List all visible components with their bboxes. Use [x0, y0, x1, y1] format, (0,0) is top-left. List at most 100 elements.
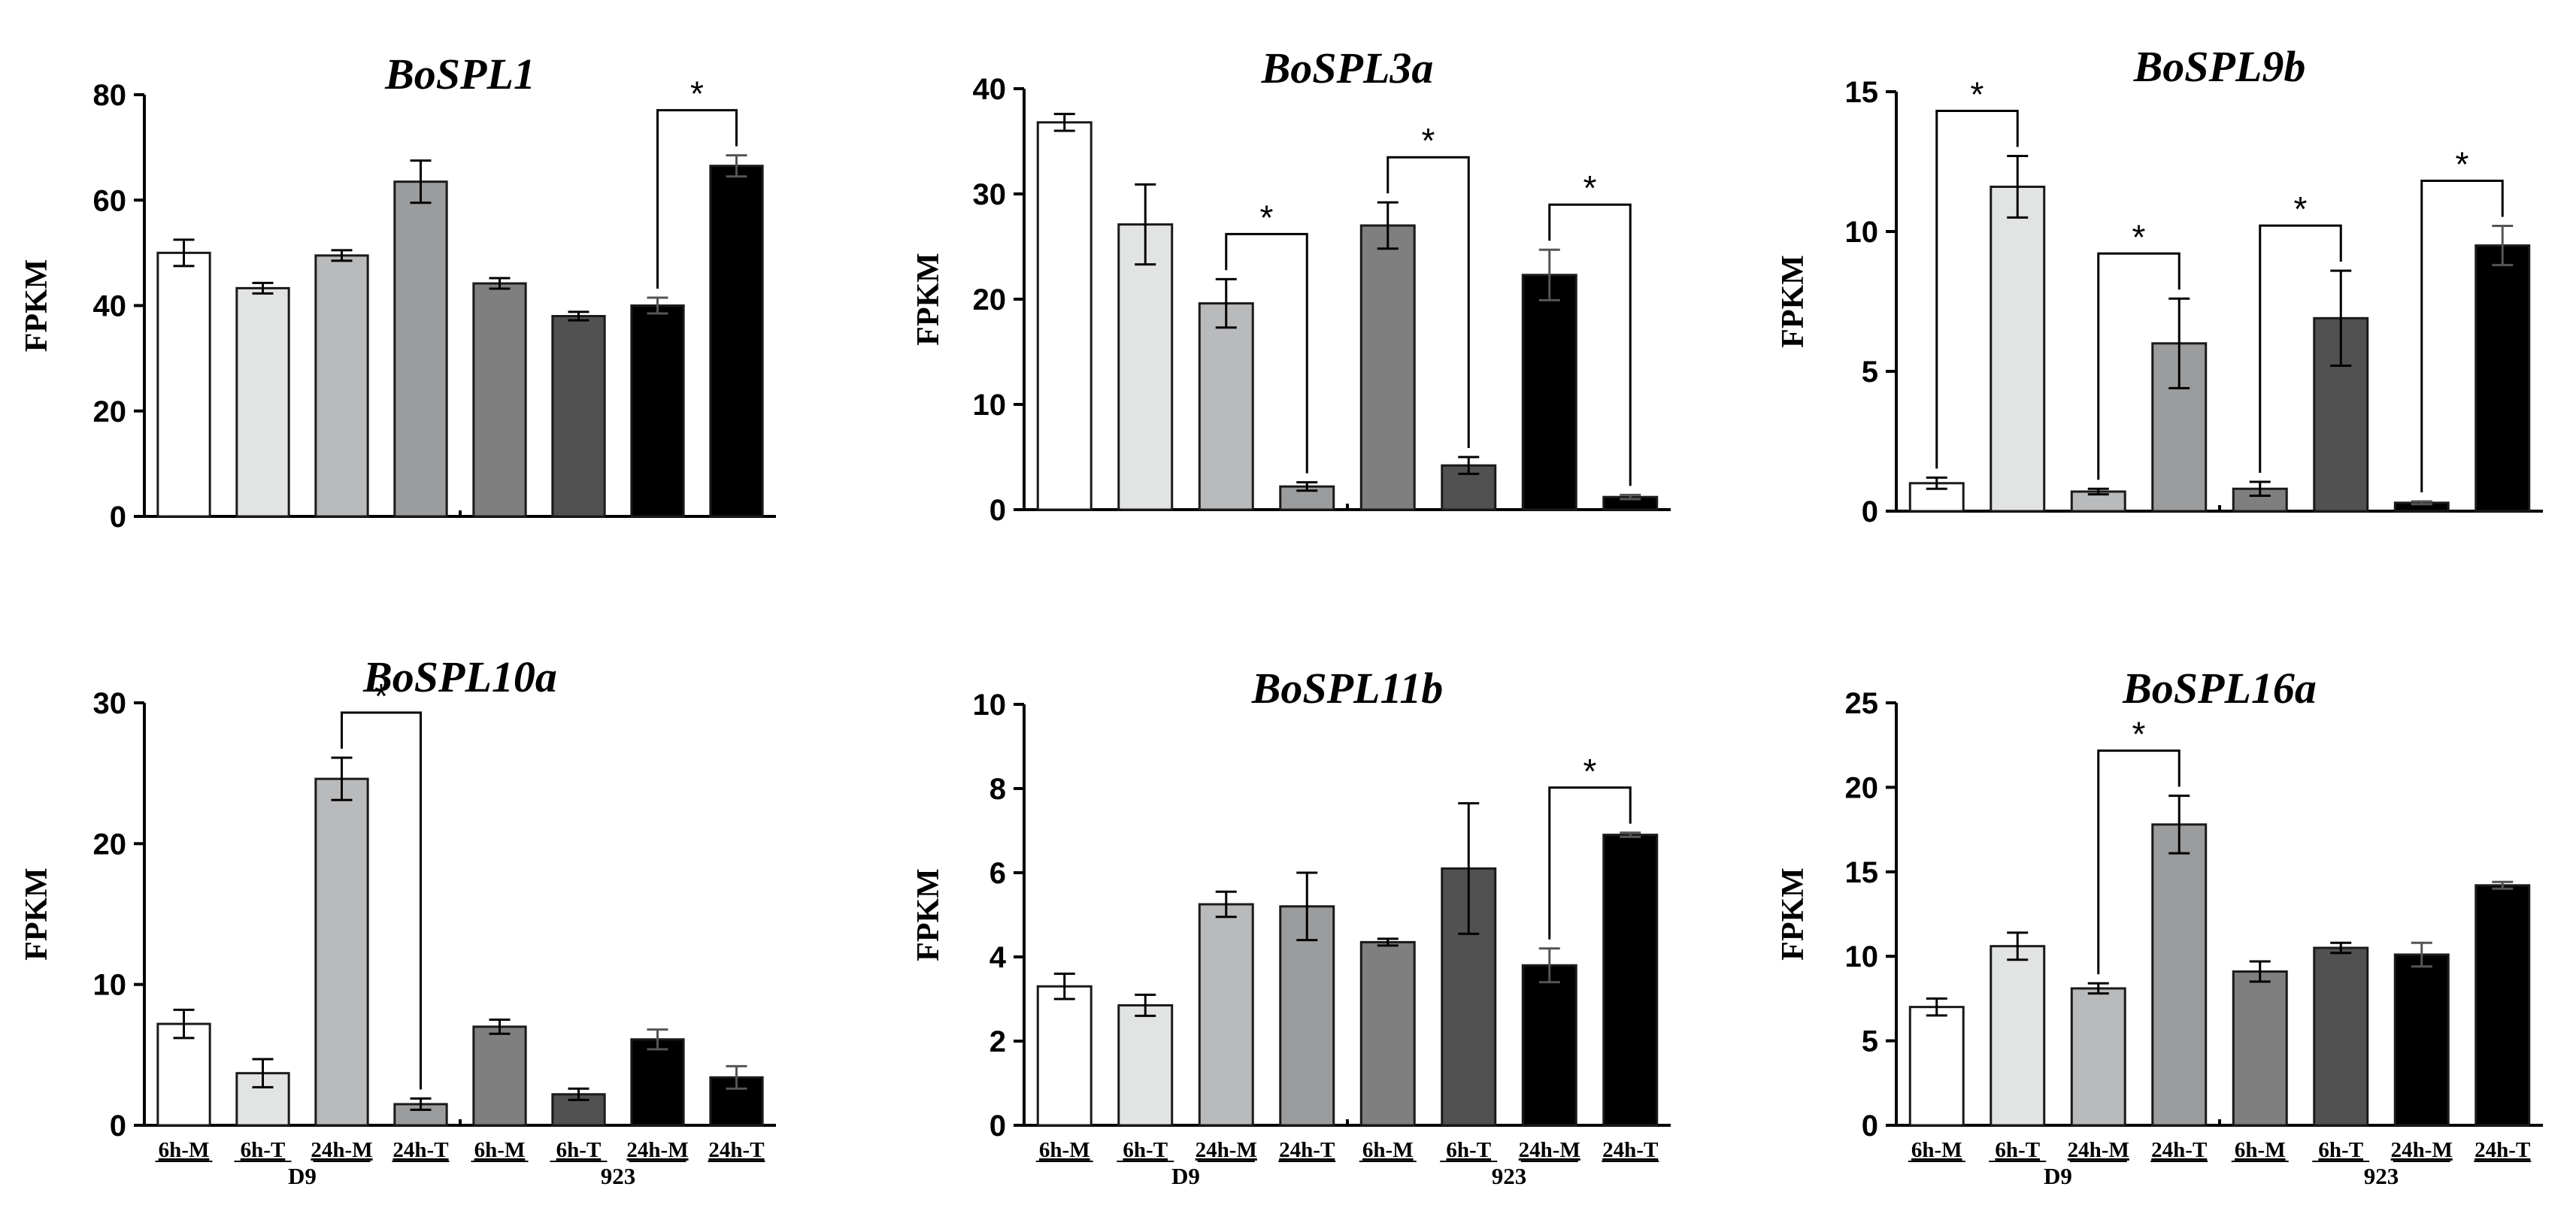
y-axis-label: FPKM	[1776, 255, 1811, 348]
error-bar-7	[2411, 500, 2432, 506]
error-bar-4	[1296, 481, 1318, 492]
chart-title: BoSPL11b	[1251, 664, 1444, 713]
significance-star: *	[690, 74, 704, 114]
bar-5	[2232, 970, 2288, 1127]
error-bar-6	[568, 1087, 589, 1101]
y-tick-label: 6	[989, 857, 1006, 890]
bar-1	[156, 1022, 211, 1127]
error-bar-8	[2492, 880, 2514, 890]
significance-bracket: *	[341, 677, 422, 1090]
error-bar-4	[2168, 297, 2190, 389]
error-bar-5	[489, 277, 511, 290]
error-bar-6	[2330, 269, 2352, 368]
x-tick-label: 6h-T	[1446, 1138, 1491, 1162]
error-bar-2	[2007, 931, 2029, 961]
significance-bracket: *	[1386, 121, 1470, 448]
y-tick-label: 0	[110, 501, 126, 534]
x-tick-label: 24h-T	[1602, 1138, 1658, 1162]
significance-star: *	[2132, 217, 2146, 256]
error-bar-4	[410, 159, 432, 204]
x-tick-label: 6h-T	[241, 1138, 286, 1162]
group-label: 923	[601, 1163, 636, 1189]
bar-3	[2070, 987, 2126, 1127]
y-tick-label: 10	[973, 689, 1007, 722]
significance-star: *	[2294, 189, 2308, 229]
error-bar-1	[1926, 997, 1947, 1017]
group-label: D9	[1171, 1163, 1200, 1189]
y-tick-label: 30	[93, 687, 127, 720]
x-tick-label: 24h-T	[2151, 1138, 2207, 1162]
chart-title: BoSPL16a	[2122, 664, 2317, 713]
bar-4	[393, 180, 448, 518]
error-bar-6	[2330, 941, 2352, 955]
x-tick-label: 24h-T	[2474, 1138, 2530, 1162]
bar-3	[1198, 903, 1254, 1127]
error-bar-8	[2492, 225, 2514, 267]
y-tick-label: 10	[93, 969, 127, 1002]
y-tick-label: 40	[93, 290, 127, 323]
x-tick-label: 6h-M	[159, 1138, 210, 1162]
significance-star: *	[374, 677, 388, 716]
x-tick-label: 6h-M	[1362, 1138, 1414, 1162]
error-bar-1	[1053, 113, 1075, 132]
y-tick-label: 10	[1845, 216, 1879, 249]
x-tick-label: 24h-T	[392, 1138, 448, 1162]
significance-bracket: *	[1225, 198, 1308, 474]
error-bar-6	[1458, 456, 1480, 475]
error-bar-5	[1377, 937, 1399, 947]
bar-7	[630, 1038, 685, 1127]
bar-7	[630, 304, 685, 518]
y-tick-label: 20	[93, 395, 127, 428]
x-tick-label: 24h-M	[311, 1138, 372, 1162]
error-bar-5	[2249, 960, 2271, 983]
error-bar-7	[1538, 947, 1560, 984]
significance-star: *	[1260, 198, 1274, 237]
x-tick-label: 6h-T	[2318, 1138, 2363, 1162]
bar-7	[1521, 964, 1577, 1127]
bar-3	[314, 254, 369, 518]
significance-bracket: *	[656, 74, 738, 289]
y-tick-label: 2	[989, 1025, 1006, 1058]
error-bar-1	[173, 1008, 195, 1040]
chart-panel-bospl16a: BoSPL16a FPKM 0 5 10 15 20 25 * 6h-M 6h-T 24h-M 24h-…	[1776, 664, 2543, 1189]
y-tick-label: 20	[1845, 771, 1879, 804]
y-axis-label: FPKM	[20, 259, 54, 353]
significance-bracket: *	[2420, 145, 2504, 492]
bar-5	[1359, 940, 1416, 1127]
bar-1	[156, 251, 211, 518]
error-bar-2	[1135, 183, 1156, 266]
y-tick-label: 0	[1862, 1110, 1878, 1143]
x-tick-label: 6h-T	[1123, 1138, 1168, 1162]
x-tick-label: 6h-M	[474, 1138, 526, 1162]
error-bar-1	[1926, 476, 1947, 490]
significance-star: *	[2456, 145, 2469, 184]
y-tick-label: 80	[93, 79, 127, 112]
group-label: D9	[288, 1163, 317, 1189]
bar-1	[1036, 121, 1093, 511]
y-axis-label: FPKM	[911, 253, 946, 346]
bar-1	[1908, 1006, 1965, 1127]
y-tick-label: 25	[1845, 687, 1879, 720]
y-axis-label: FPKM	[1776, 867, 1811, 961]
significance-star: *	[2132, 715, 2146, 754]
error-bar-7	[647, 1028, 668, 1051]
error-bar-7	[1538, 248, 1560, 301]
error-bar-2	[2007, 155, 2029, 219]
error-bar-3	[1215, 277, 1237, 329]
x-tick-label: 6h-T	[1995, 1138, 2040, 1162]
chart-panel-bospl10a: BoSPL10a FPKM 0 10 20 30 * 6h-M 6h-T 24h-M 24h-T 6h…	[20, 652, 776, 1189]
significance-bracket: *	[2097, 217, 2181, 480]
significance-star: *	[1422, 121, 1435, 160]
error-bar-2	[252, 281, 274, 295]
error-bar-4	[2168, 795, 2190, 855]
group-label: 923	[1492, 1163, 1527, 1189]
x-tick-label: 24h-M	[2068, 1138, 2129, 1162]
error-bar-1	[173, 238, 195, 268]
chart-title: BoSPL3a	[1261, 44, 1434, 92]
x-tick-label: 6h-M	[1911, 1138, 1962, 1162]
error-bar-3	[331, 249, 353, 262]
x-tick-label: 6h-T	[556, 1138, 602, 1162]
chart-panel-bospl3a: BoSPL3a FPKM 0 10 20 30 40 * * *	[911, 44, 1671, 527]
y-tick-label: 0	[989, 494, 1006, 527]
bar-8	[1602, 834, 1659, 1127]
